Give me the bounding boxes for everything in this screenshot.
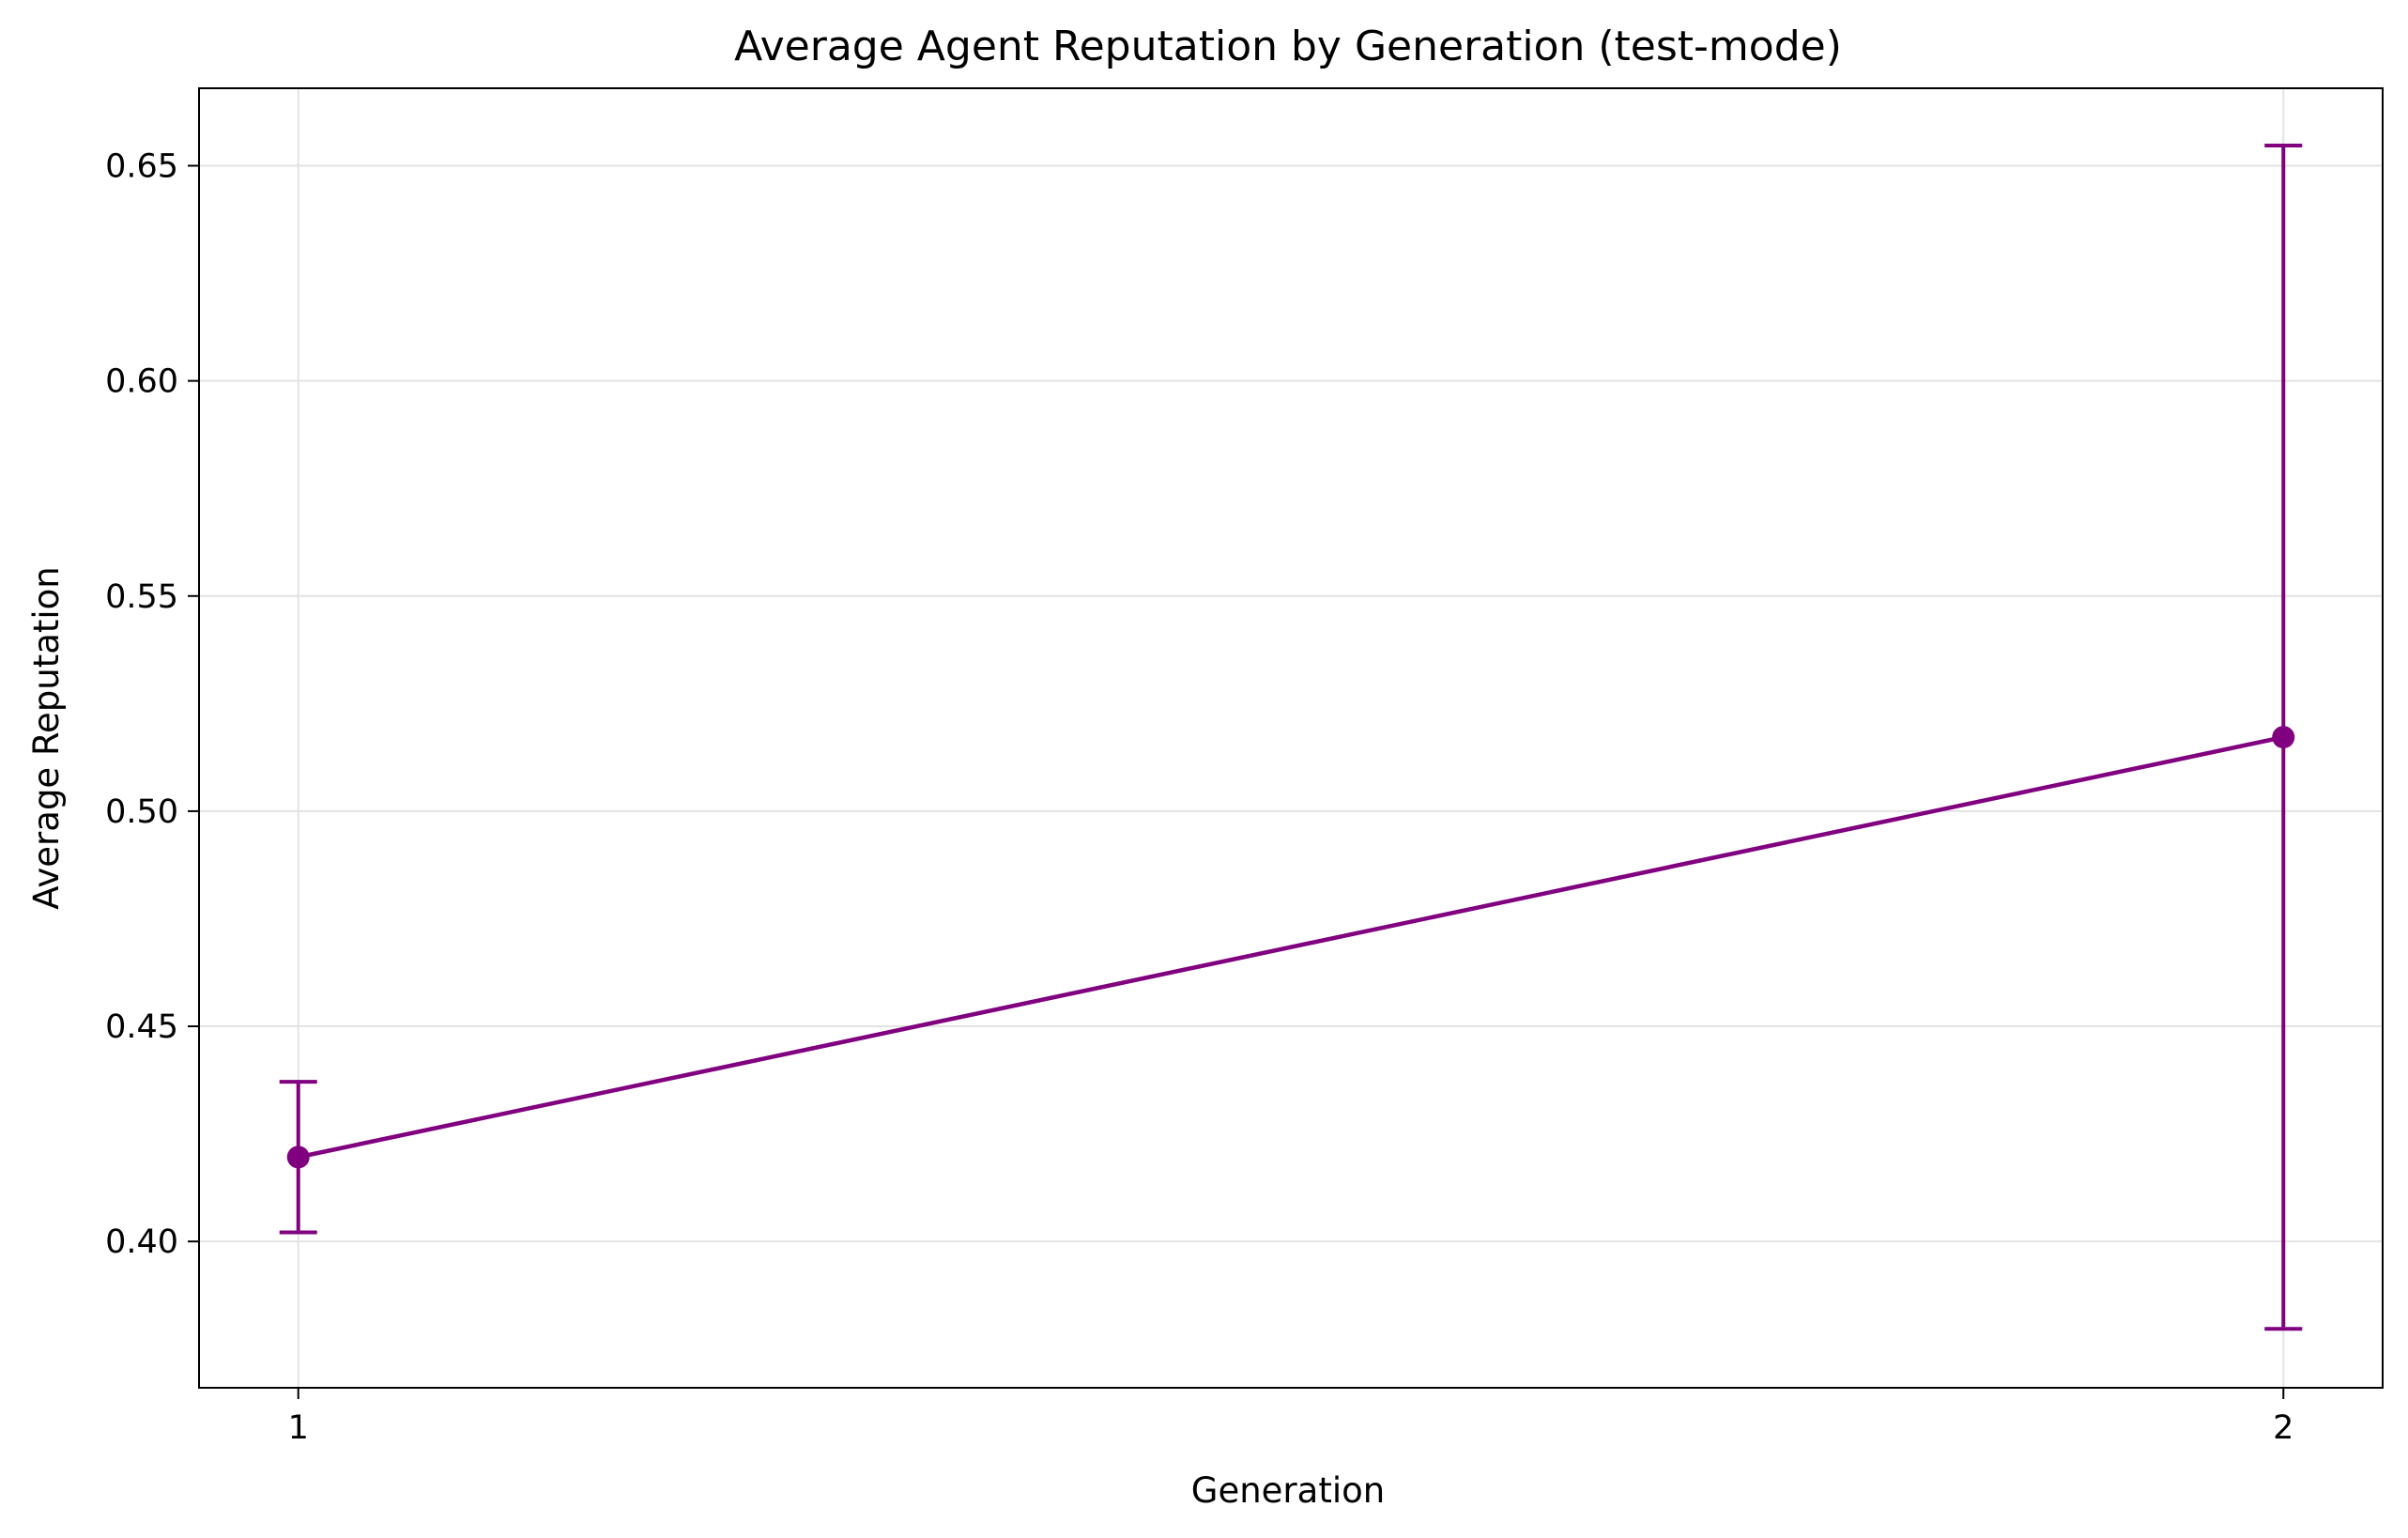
y-tick-label: 0.50 — [105, 793, 178, 831]
x-axis-label: Generation — [1191, 1470, 1385, 1511]
y-tick-label: 0.55 — [105, 578, 178, 616]
data-point — [286, 1146, 310, 1169]
data-point — [2272, 726, 2295, 749]
series — [279, 143, 2303, 1331]
chart-title: Average Agent Reputation by Generation (… — [734, 23, 1842, 70]
y-tick-label: 0.40 — [105, 1223, 178, 1261]
y-tick-label: 0.65 — [105, 147, 178, 185]
y-axis-label: Average Reputation — [26, 566, 67, 910]
plot-frame — [198, 87, 2384, 1389]
x-tick-label: 1 — [288, 1409, 309, 1447]
y-tick-label: 0.45 — [105, 1008, 178, 1046]
x-tick-label: 2 — [2273, 1409, 2293, 1447]
ticks: 0.40 0.45 0.50 0.55 0.60 0.65 1 2 — [105, 147, 2293, 1447]
y-tick-label: 0.60 — [105, 363, 178, 401]
grid — [199, 88, 2383, 1388]
series-line — [298, 734, 2284, 1160]
